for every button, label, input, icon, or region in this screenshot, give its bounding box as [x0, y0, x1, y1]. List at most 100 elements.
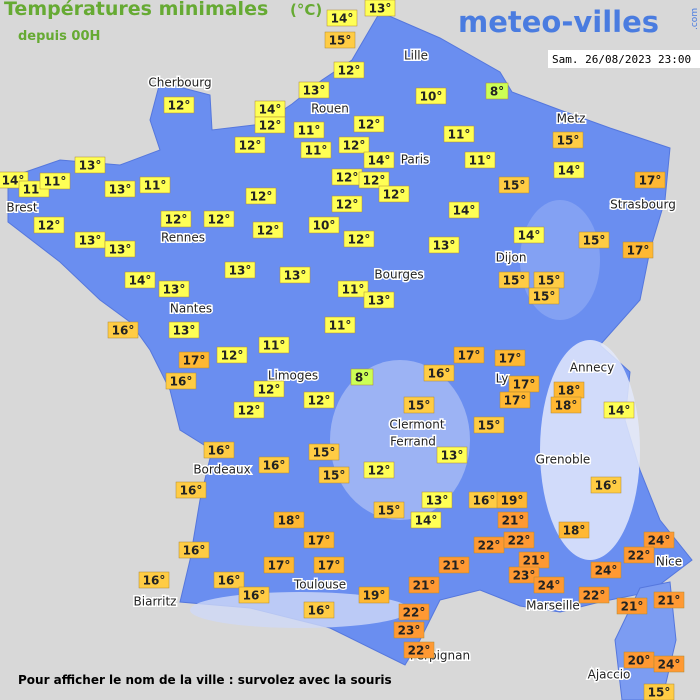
temperature-box [107, 321, 139, 339]
temperature-value: 16° [208, 444, 231, 458]
temperature-box [485, 82, 509, 100]
temperature-value: 20° [628, 654, 651, 668]
temperature-label: 18° [558, 521, 590, 539]
temperature-value: 15° [503, 274, 526, 288]
temperature-value: 17° [504, 394, 527, 408]
logo: meteo-villes [458, 5, 659, 39]
temperature-label: 14° [553, 161, 585, 179]
city-name: Limoges [268, 369, 318, 383]
temperature-box [398, 603, 430, 621]
temperature-value: 13° [433, 239, 456, 253]
temperature-box [234, 136, 266, 154]
temperature-box [333, 61, 365, 79]
temperature-label: 12° [358, 171, 390, 189]
temperature-label: 16° [590, 476, 622, 494]
temperature-value: 12° [239, 139, 262, 153]
temperature-label: 12° [234, 136, 266, 154]
temperature-value: 21° [621, 600, 644, 614]
temperature-value: 11° [342, 283, 365, 297]
city-name: Dijon [496, 251, 527, 265]
temperature-label: 16° [165, 372, 197, 390]
temperature-value: 13° [79, 234, 102, 248]
temperature-value: 14° [331, 12, 354, 26]
temperature-box [403, 396, 435, 414]
temperature-box [643, 531, 675, 549]
city-name: Ajaccio [588, 668, 631, 682]
temperature-label: 13° [298, 81, 330, 99]
temperature-label: 12° [303, 391, 335, 409]
temperature-value: 22° [583, 589, 606, 603]
temperature-value: 13° [368, 294, 391, 308]
city-name: Strasbourg [610, 198, 676, 212]
temperature-value: 12° [348, 233, 371, 247]
temperature-box [603, 401, 635, 419]
temperature-value: 15° [648, 686, 671, 700]
temperature-value: 12° [308, 394, 331, 408]
temperature-value: 11° [329, 319, 352, 333]
temperature-label: 22° [503, 531, 535, 549]
temperature-box [616, 597, 648, 615]
temperature-value: 14° [415, 514, 438, 528]
temperature-value: 22° [403, 606, 426, 620]
temperature-value: 18° [278, 514, 301, 528]
temperature-box [590, 476, 622, 494]
temperature-box [273, 511, 305, 529]
temperature-label: 11° [39, 172, 71, 190]
temperature-label: 17° [508, 375, 540, 393]
temperature-label: 11° [293, 121, 325, 139]
temperature-box [558, 521, 590, 539]
temperature-box [634, 171, 666, 189]
temperature-value: 16° [473, 494, 496, 508]
temperature-value: 24° [538, 579, 561, 593]
temperature-box [428, 236, 460, 254]
temperature-value: 11° [44, 175, 67, 189]
temperature-label: 22° [473, 536, 505, 554]
temperature-box [393, 621, 425, 639]
temperature-box [358, 171, 390, 189]
temperature-value: 15° [323, 469, 346, 483]
temperature-box [163, 96, 195, 114]
temperature-label: 23° [393, 621, 425, 639]
temperature-label: 18° [553, 381, 585, 399]
temperature-box [124, 271, 156, 289]
temperature-box [363, 151, 395, 169]
temperature-label: 15° [528, 287, 560, 305]
temperature-value: 11° [298, 124, 321, 138]
temperature-value: 17° [183, 354, 206, 368]
temperature-label: 13° [279, 266, 311, 284]
city-name: Paris [401, 153, 430, 167]
city-name: Nice [656, 555, 682, 569]
temperature-box [496, 491, 528, 509]
temperature-value: 11° [23, 183, 46, 197]
temperature-label: 8° [350, 368, 374, 386]
temperature-box [421, 491, 453, 509]
temperature-value: 15° [408, 399, 431, 413]
temperature-label: 12° [338, 136, 370, 154]
temperature-label: 22° [623, 546, 655, 564]
temperature-box [303, 531, 335, 549]
city-name: Grenoble [536, 453, 591, 467]
temperature-box [254, 116, 286, 134]
temperature-box [104, 240, 136, 258]
temperature-box [353, 115, 385, 133]
temperature-value: 13° [303, 84, 326, 98]
temperature-label: 17° [634, 171, 666, 189]
temperature-value: 15° [313, 446, 336, 460]
city-name: Rennes [161, 231, 205, 245]
temperature-label: 17° [499, 391, 531, 409]
temperature-box [213, 571, 245, 589]
temperature-label: 13° [224, 261, 256, 279]
temperature-box [178, 541, 210, 559]
temperature-value: 13° [441, 449, 464, 463]
temperature-label: 13° [421, 491, 453, 509]
temperature-value: 12° [258, 383, 281, 397]
temperature-label: 11° [324, 316, 356, 334]
temperature-label: 10° [415, 87, 447, 105]
temperature-value: 13° [109, 243, 132, 257]
temperature-label: 14° [254, 100, 286, 118]
temperature-box [293, 121, 325, 139]
temperature-box [498, 176, 530, 194]
temperature-value: 15° [378, 504, 401, 518]
temperature-box [373, 501, 405, 519]
